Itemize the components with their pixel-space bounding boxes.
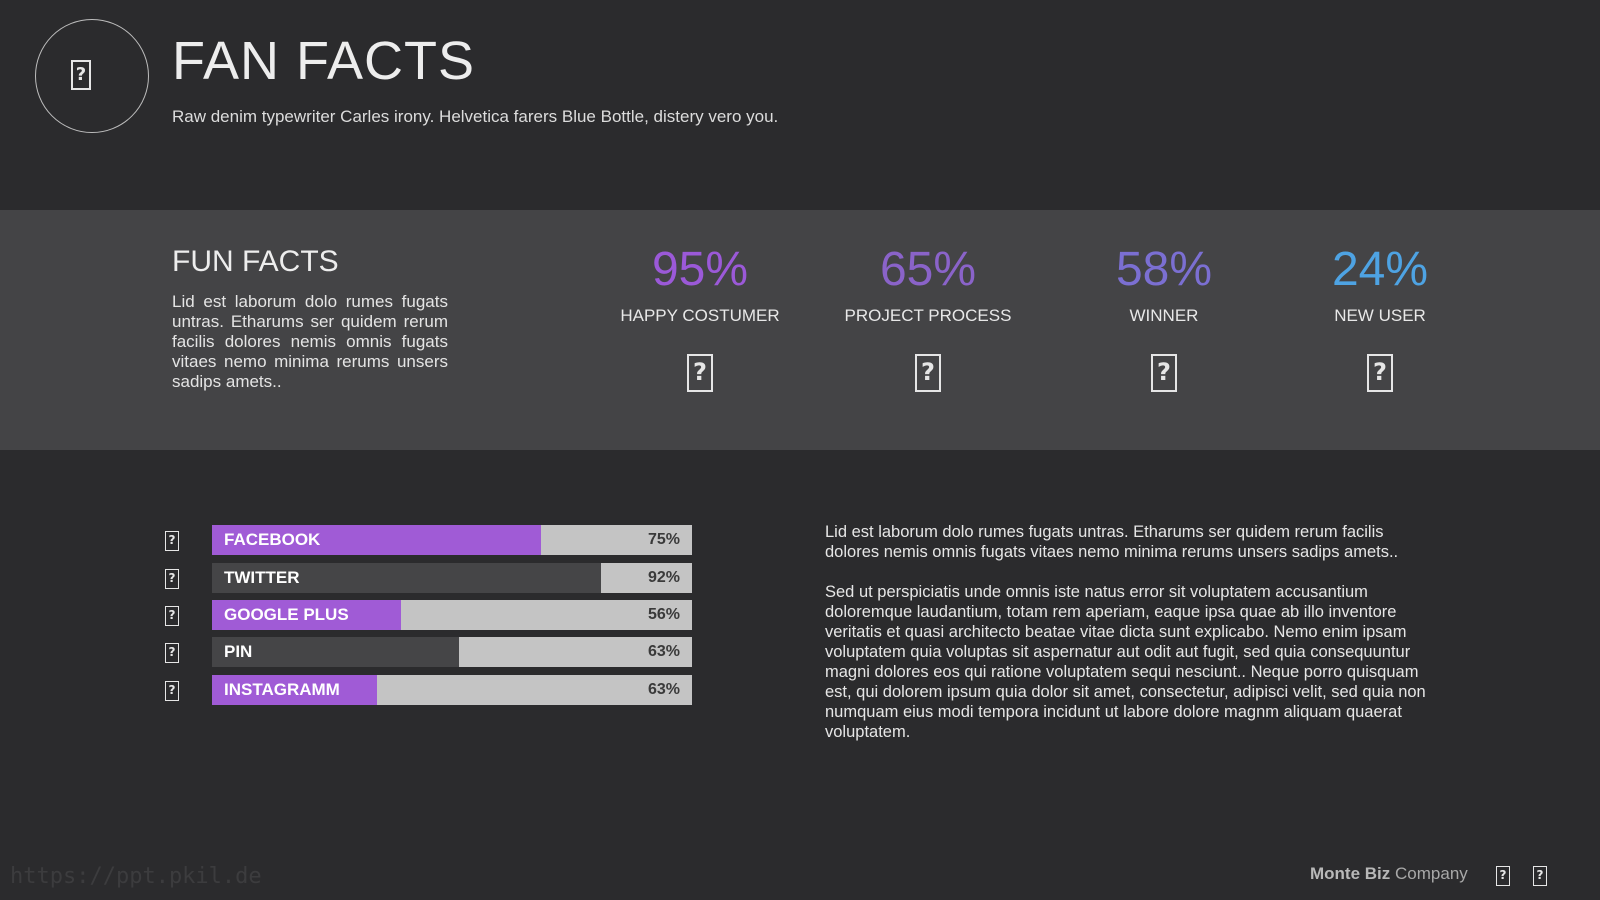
- stat-value: 24%: [1331, 243, 1429, 296]
- body-text: Lid est laborum dolo rumes fugats untras…: [825, 522, 1435, 762]
- missing-glyph-icon: ?: [1367, 354, 1393, 392]
- bar-value: 75%: [647, 531, 680, 548]
- bar-fill: [212, 637, 459, 667]
- bar-fill: [212, 675, 377, 705]
- social-bar-google-plus: ? GOOGLE PLUS 56%: [160, 600, 700, 630]
- fun-facts-text: Lid est laborum dolo rumes fugats untras…: [172, 292, 448, 391]
- bar-value: 56%: [647, 606, 680, 623]
- bar-track: INSTAGRAMM 63%: [212, 675, 692, 705]
- missing-glyph-icon: ?: [1496, 866, 1510, 886]
- pin-icon: ?: [165, 643, 179, 663]
- instagram-icon: ?: [165, 681, 179, 701]
- bar-track: FACEBOOK 75%: [212, 525, 692, 555]
- stat-label: HAPPY COSTUMER: [620, 306, 780, 325]
- bar-label: FACEBOOK: [224, 530, 321, 549]
- bar-value: 92%: [647, 569, 680, 586]
- bar-label: GOOGLE PLUS: [224, 605, 349, 624]
- page-subtitle: Raw denim typewriter Carles irony. Helve…: [172, 107, 779, 126]
- stat-new-user: 24% NEW USER ?: [1280, 242, 1480, 392]
- stat-label: PROJECT PROCESS: [844, 306, 1012, 325]
- body-paragraph: Sed ut perspiciatis unde omnis iste natu…: [825, 583, 1426, 741]
- bar-track: TWITTER 92%: [212, 563, 692, 593]
- stat-project-process: 65% PROJECT PROCESS ?: [828, 242, 1028, 392]
- bar-value: 63%: [647, 681, 680, 698]
- facebook-icon: ?: [165, 531, 179, 551]
- bar-value: 63%: [647, 643, 680, 660]
- missing-glyph-icon: ?: [1533, 866, 1547, 886]
- stat-happy-costumer: 95% HAPPY COSTUMER ?: [600, 242, 800, 392]
- missing-glyph-icon: ?: [915, 354, 941, 392]
- bar-label: TWITTER: [224, 568, 300, 587]
- body-paragraph: Lid est laborum dolo rumes fugats untras…: [825, 523, 1399, 561]
- bar-fill: [212, 525, 542, 555]
- page-title: FAN FACTS: [172, 31, 476, 91]
- missing-glyph-icon: ?: [1151, 354, 1177, 392]
- stat-label: NEW USER: [1334, 306, 1426, 325]
- stat-winner: 58% WINNER ?: [1064, 242, 1264, 392]
- bar-fill: [212, 563, 601, 593]
- bar-label: INSTAGRAMM: [224, 680, 340, 699]
- missing-glyph-icon: ?: [687, 354, 713, 392]
- google-plus-icon: ?: [165, 606, 179, 626]
- social-bar-facebook: ? FACEBOOK 75%: [160, 525, 700, 555]
- fun-facts-title: FUN FACTS: [172, 245, 339, 278]
- stat-label: WINNER: [1129, 306, 1199, 325]
- fun-facts-band: [0, 210, 1600, 450]
- company-name-rest: Company: [1395, 864, 1468, 883]
- bar-fill: [212, 600, 401, 630]
- social-bar-pin: ? PIN 63%: [160, 637, 700, 667]
- stat-value: 58%: [1115, 243, 1213, 296]
- bar-label: PIN: [224, 642, 253, 661]
- bar-track: GOOGLE PLUS 56%: [212, 600, 692, 630]
- missing-glyph-icon: ?: [71, 60, 91, 90]
- social-bar-twitter: ? TWITTER 92%: [160, 563, 700, 593]
- company-name-bold: Monte Biz: [1310, 864, 1391, 883]
- company-name: Monte Biz Company: [1310, 864, 1468, 884]
- twitter-icon: ?: [165, 569, 179, 589]
- watermark: https://ppt.pkil.de: [10, 864, 262, 889]
- logo-circle: ?: [35, 19, 149, 133]
- social-bar-instagramm: ? INSTAGRAMM 63%: [160, 675, 700, 705]
- bar-track: PIN 63%: [212, 637, 692, 667]
- stat-value: 65%: [879, 243, 977, 296]
- stat-value: 95%: [651, 243, 749, 296]
